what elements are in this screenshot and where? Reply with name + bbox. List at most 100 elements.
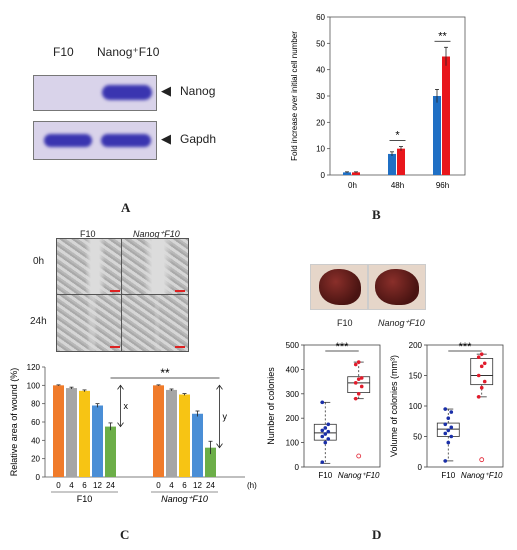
x-tick-label: 0 (156, 481, 161, 490)
data-point (482, 379, 487, 384)
data-point (353, 362, 358, 367)
y-tick-label: 100 (27, 381, 41, 390)
significance-mark: *** (336, 341, 350, 353)
bar (388, 153, 396, 175)
panel-letter-a: A (121, 200, 131, 215)
x-tick-label: F10 (318, 471, 332, 480)
y-tick-label: 500 (286, 341, 300, 350)
data-point (446, 428, 451, 433)
x-unit-label: (h) (247, 481, 257, 490)
arrow-head (117, 422, 124, 428)
y-tick-label: 40 (31, 436, 40, 445)
y-tick-label: 0 (295, 463, 300, 472)
tissue-label-f10: F10 (337, 318, 353, 328)
significance-mark: ** (438, 30, 447, 42)
y-axis-label: Volume of colonies (mm³) (389, 355, 399, 457)
bar (153, 385, 164, 477)
image-row-label-0h: 0h (33, 256, 45, 267)
data-point (479, 352, 484, 356)
data-point (446, 440, 451, 445)
bar (433, 96, 441, 175)
image-row-label-24h: 24h (30, 316, 47, 327)
bar (92, 405, 103, 477)
x-tick-label: 6 (82, 481, 87, 490)
data-point (449, 410, 454, 414)
data-point (359, 384, 364, 389)
data-point (320, 434, 325, 439)
bar (166, 389, 177, 477)
y-tick-label: 20 (31, 455, 40, 464)
tissue-label-nanog: Nanog⁺F10 (378, 318, 425, 328)
data-point (446, 416, 451, 420)
annotation-label: y (223, 412, 228, 422)
data-point (356, 360, 361, 364)
data-point (323, 432, 328, 436)
significance-mark: * (395, 130, 400, 142)
data-point (326, 429, 331, 434)
y-axis-label: Fold increase over initial cell number (290, 31, 299, 161)
colony-volume-boxplot: 0 50 100 150 200 F10 Nanog⁺F10 *** Volume of col… (389, 341, 504, 480)
y-tick-label: 10 (316, 145, 325, 154)
lane-label-f10: F10 (53, 45, 74, 59)
band-label-nanog: Nanog (180, 84, 216, 98)
y-axis-label: Number of colonies (266, 367, 276, 445)
data-point (479, 385, 484, 390)
bar (343, 172, 351, 175)
data-point (476, 373, 481, 378)
data-point (476, 395, 481, 399)
micrograph-nanog-24h (121, 294, 189, 352)
colony-number-boxplot: 0 100 200 300 400 500 F10 Nanog⁺F10 *** Number of… (266, 341, 381, 480)
data-point (443, 459, 448, 463)
data-point (320, 428, 325, 433)
y-tick-label: 300 (286, 390, 300, 399)
bar (192, 413, 203, 477)
y-axis-label: Relative area of wound (%) (9, 368, 19, 477)
group-label: F10 (77, 494, 93, 504)
y-tick-label: 60 (316, 13, 325, 22)
x-tick-label: Nanog⁺F10 (461, 471, 503, 480)
y-tick-label: 120 (27, 363, 41, 372)
data-point (479, 364, 484, 369)
y-tick-label: 30 (316, 92, 325, 101)
outlier-point (356, 453, 362, 459)
panel-letter-d: D (372, 527, 382, 542)
data-point (476, 355, 481, 359)
gapdh-blot (33, 121, 157, 160)
data-point (443, 431, 448, 436)
x-tick-label: 24 (206, 481, 215, 490)
arrow-head (216, 443, 223, 449)
data-point (356, 392, 361, 396)
data-point (443, 407, 448, 411)
y-tick-label: 80 (31, 400, 40, 409)
x-tick-label: 12 (93, 481, 102, 490)
gapdh-band-f10 (44, 134, 92, 147)
significance-mark: ** (160, 366, 170, 380)
plot-frame (303, 344, 381, 468)
bar (352, 172, 360, 175)
x-tick-label: 48h (391, 181, 404, 190)
data-point (356, 377, 361, 381)
nanog-arrow-icon: ◀ (161, 83, 171, 98)
nanog-blot (33, 75, 157, 111)
y-tick-label: 200 (286, 414, 300, 423)
data-point (326, 437, 331, 441)
bar (53, 385, 64, 477)
data-point (443, 422, 448, 427)
panel-letter-b: B (372, 207, 381, 222)
x-tick-label: 12 (193, 481, 202, 490)
gapdh-band-nanog (101, 134, 151, 147)
bar (105, 426, 116, 477)
y-tick-label: 0 (36, 473, 41, 482)
x-tick-label: 4 (69, 481, 74, 490)
y-tick-label: 150 (409, 372, 423, 381)
x-tick-label: 0h (348, 181, 357, 190)
micrograph-f10-24h (56, 294, 124, 352)
y-tick-label: 0 (418, 463, 423, 472)
y-tick-label: 400 (286, 365, 300, 374)
data-point (323, 426, 328, 430)
y-tick-label: 60 (31, 418, 40, 427)
data-point (353, 396, 358, 401)
bar (397, 148, 405, 175)
data-point (359, 376, 364, 380)
